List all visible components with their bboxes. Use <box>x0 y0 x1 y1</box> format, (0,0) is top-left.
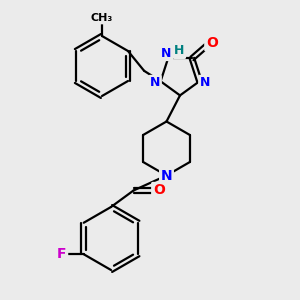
Text: N: N <box>150 76 160 89</box>
Text: O: O <box>206 36 218 50</box>
Text: N: N <box>161 169 172 182</box>
Text: N: N <box>200 76 210 89</box>
Text: F: F <box>57 247 67 261</box>
Text: O: O <box>153 184 165 197</box>
Text: H: H <box>174 44 184 58</box>
Text: N: N <box>161 46 172 60</box>
Text: CH₃: CH₃ <box>91 13 113 23</box>
